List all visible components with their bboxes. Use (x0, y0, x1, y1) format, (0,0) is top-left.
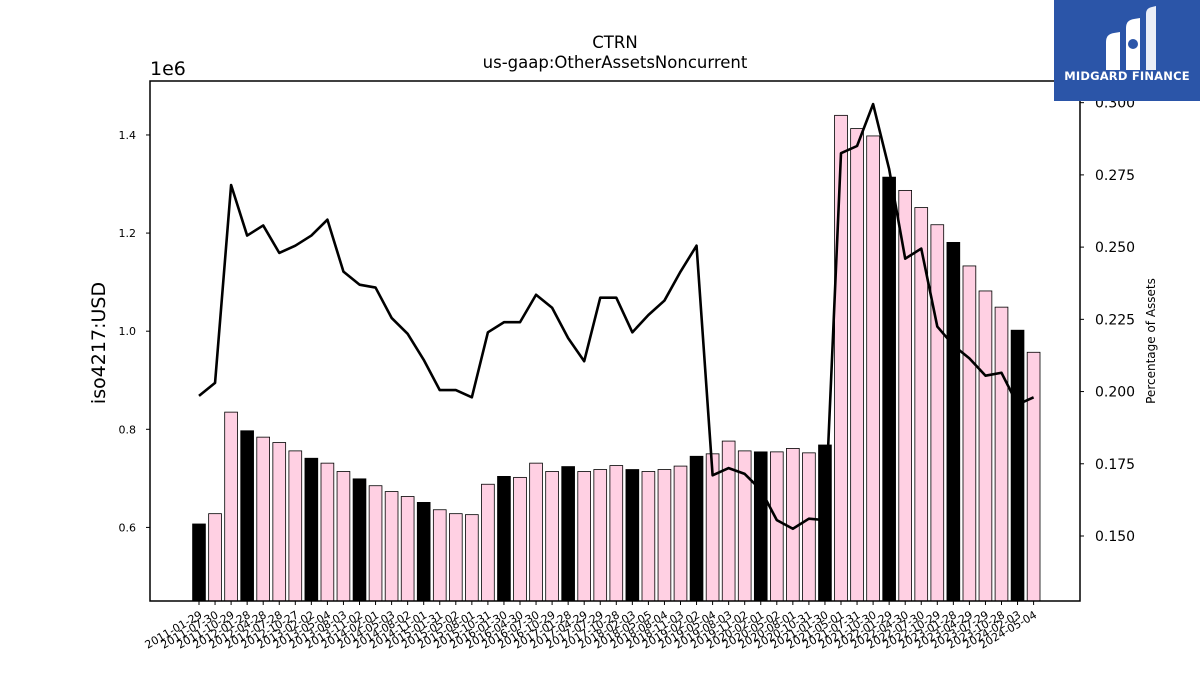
bar (256, 436, 270, 602)
bar (609, 465, 624, 602)
bar (208, 513, 222, 602)
bar (545, 471, 559, 602)
bar (673, 465, 688, 602)
chart-subtitle: us-gaap:OtherAssetsNoncurrent (483, 53, 748, 72)
bar (224, 411, 238, 602)
chart-title: CTRN (592, 33, 637, 52)
bar (384, 491, 399, 602)
y2-tick-label: 0.150 (1095, 529, 1135, 545)
bar (689, 455, 704, 602)
y-tick-label: 0.6 (119, 521, 137, 534)
bar (721, 440, 736, 602)
bar (577, 471, 591, 602)
y2-tick-label: 0.225 (1095, 312, 1135, 328)
bar (416, 501, 431, 602)
bar (272, 442, 287, 602)
bar (625, 469, 640, 602)
y2-axis-label: Percentage of Assets (1144, 278, 1158, 404)
y-tick-label: 1.4 (119, 129, 137, 142)
bar (368, 485, 383, 602)
bar (593, 469, 608, 602)
bar (320, 462, 335, 602)
bar (481, 483, 495, 602)
percentage-line (198, 102, 1035, 531)
bar (448, 513, 463, 602)
bar (240, 430, 254, 602)
bar (802, 452, 816, 602)
bar (192, 523, 206, 602)
bar (882, 176, 896, 602)
bar (946, 241, 961, 602)
bar (994, 306, 1009, 602)
bar (818, 444, 832, 602)
bar (962, 265, 977, 602)
logo-mark-icon (1106, 6, 1156, 70)
bar (513, 476, 527, 602)
y-tick-label: 0.8 (119, 423, 137, 436)
y2-tick-label: 0.275 (1095, 168, 1135, 184)
bar (834, 114, 848, 602)
midgard-finance-logo: MIDGARD FINANCE (1054, 0, 1200, 101)
bar (753, 451, 768, 602)
y-axis-label: iso4217:USD (88, 282, 110, 404)
y2-tick-label: 0.250 (1095, 240, 1135, 256)
y-tick-label: 1.0 (119, 325, 137, 338)
bar (866, 135, 880, 602)
bar (465, 514, 479, 602)
bar (1010, 329, 1025, 602)
bar (657, 469, 672, 602)
bar (930, 224, 945, 602)
bar (400, 496, 415, 602)
bar (641, 471, 656, 602)
bar (561, 466, 575, 602)
bar (304, 457, 319, 602)
logo-text: MIDGARD FINANCE (1064, 69, 1190, 83)
y-tick-label: 1.2 (119, 227, 137, 240)
bar (336, 471, 351, 602)
bar (850, 128, 864, 602)
y2-tick-label: 0.175 (1095, 457, 1135, 473)
bar (529, 462, 543, 602)
plot-frame (149, 80, 1081, 602)
bar (352, 478, 367, 602)
y2-tick-label: 0.200 (1095, 385, 1135, 401)
bar (432, 509, 447, 602)
bar (497, 475, 511, 602)
bar (770, 451, 784, 602)
bar (1026, 351, 1041, 602)
bar (288, 450, 303, 602)
y-offset-label: 1e6 (150, 58, 186, 80)
bar (978, 290, 993, 602)
